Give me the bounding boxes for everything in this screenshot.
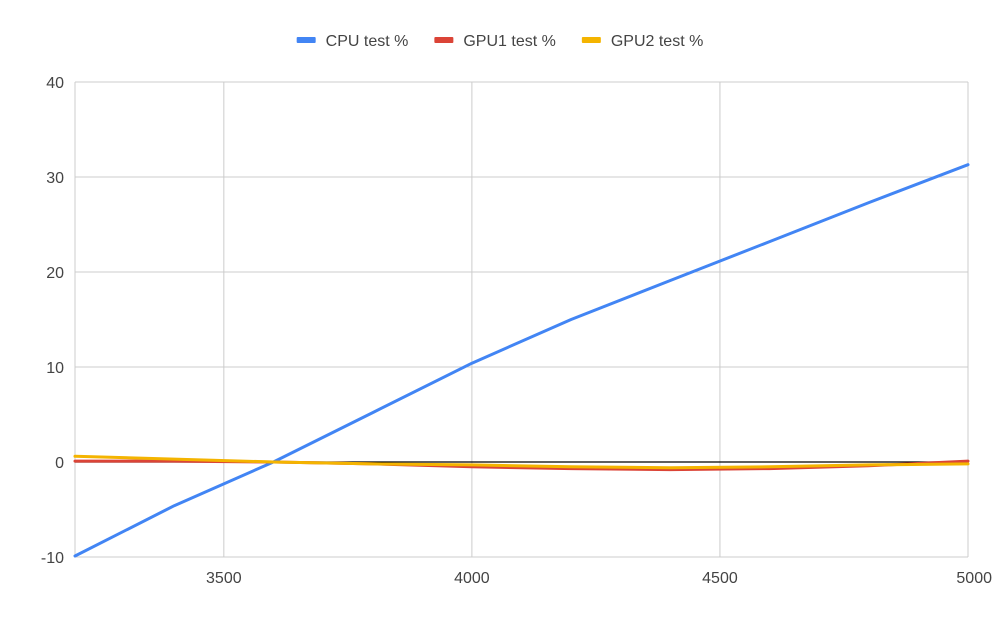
y-tick-label: 0 bbox=[55, 455, 64, 472]
x-tick-label: 4500 bbox=[702, 570, 738, 587]
x-tick-label: 3500 bbox=[206, 570, 242, 587]
series-line-1 bbox=[73, 163, 970, 558]
x-tick-label: 4000 bbox=[454, 570, 490, 587]
legend-swatch-2 bbox=[434, 37, 454, 43]
legend-label-1: CPU test % bbox=[326, 33, 409, 50]
y-tick-label: 20 bbox=[46, 265, 64, 282]
legend-swatch-3 bbox=[581, 37, 601, 43]
y-tick-label: 10 bbox=[46, 360, 64, 377]
legend-label-3: GPU2 test % bbox=[611, 33, 703, 50]
x-axis-ticks: 3500 4000 4500 5000 bbox=[206, 570, 992, 587]
series-line-3 bbox=[73, 454, 970, 470]
legend-swatch-1 bbox=[296, 37, 316, 43]
x-tick-label: 5000 bbox=[956, 570, 992, 587]
y-tick-label: -10 bbox=[41, 550, 64, 567]
y-tick-label: 40 bbox=[46, 75, 64, 92]
y-tick-label: 30 bbox=[46, 170, 64, 187]
series-group bbox=[73, 163, 970, 558]
legend-label-2: GPU1 test % bbox=[463, 33, 555, 50]
y-axis-ticks: -10 0 10 20 30 40 bbox=[41, 75, 64, 567]
grid bbox=[74, 81, 969, 558]
legend: CPU test % GPU1 test % GPU2 test % bbox=[296, 33, 703, 50]
